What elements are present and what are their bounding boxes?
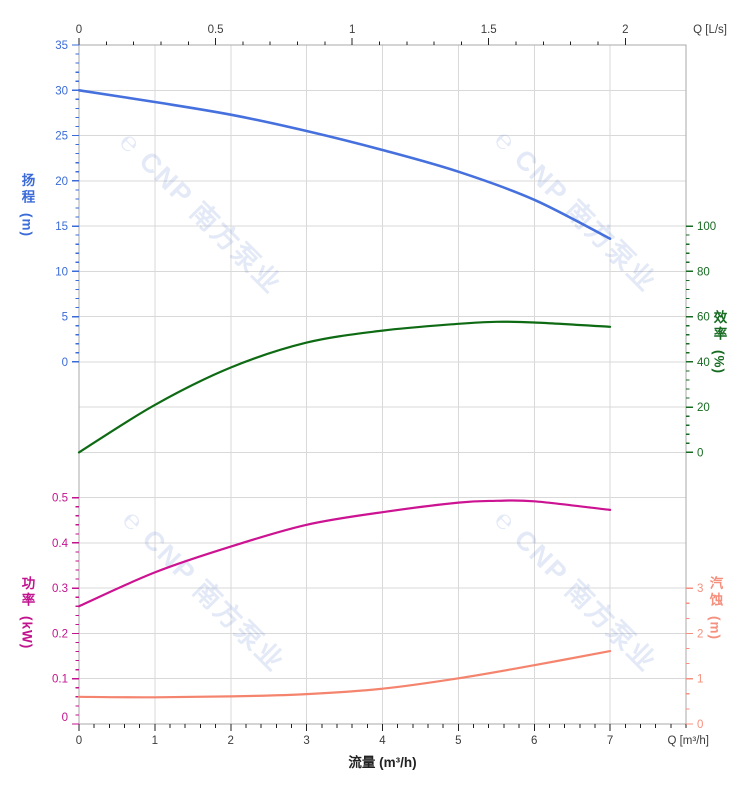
npsh-axis-title-text: 汽蚀 — [707, 576, 723, 609]
bottom-axis-tick-label: 7 — [607, 735, 613, 747]
bottom-axis-tick-label: 3 — [303, 735, 309, 747]
y-axis-efficiency: 100 80 60 40 20 0 — [686, 221, 716, 459]
bottom-axis-unit-label: Q [m³/h] — [667, 735, 709, 747]
efficiency-axis-unit: (%) — [711, 350, 727, 374]
top-axis-unit-label: Q [L/s] — [693, 24, 727, 36]
top-axis-tick-label: 1.5 — [481, 24, 497, 36]
head-curve — [77, 89, 612, 240]
y-axis-efficiency-tick-label: 40 — [697, 357, 710, 369]
y-axis-efficiency-tick-label: 0 — [697, 447, 703, 459]
y-axis-power-tick-label: 0.3 — [52, 583, 68, 595]
bottom-axis-tick-label: 0 — [76, 735, 82, 747]
y-axis-head-tick-label: 10 — [55, 266, 68, 278]
y-axis-npsh-tick-label: 2 — [697, 628, 703, 640]
y-axis-npsh-tick-label: 0 — [697, 719, 703, 731]
watermark-text: ℮ CNP 南方泵业 — [489, 503, 663, 677]
top-axis-tick-label: 2 — [622, 24, 628, 36]
bottom-axis-tick-label: 5 — [455, 735, 461, 747]
bottom-axis-tick-label: 4 — [379, 735, 386, 747]
top-axis-tick-label: 0 — [76, 24, 82, 36]
y-axis-efficiency-tick-label: 80 — [697, 266, 710, 278]
head-axis-unit: (m) — [19, 213, 35, 237]
top-axis-tick-label: 1 — [349, 24, 355, 36]
y-axis-head-tick-label: 25 — [55, 131, 68, 143]
y-axis-efficiency-tick-label: 100 — [697, 221, 716, 233]
y-axis-efficiency-tick-label: 20 — [697, 402, 710, 414]
bottom-axis-tick-label: 6 — [531, 735, 537, 747]
bottom-axis: 0 1 2 3 4 5 6 7 Q [m³/h] — [76, 724, 709, 747]
y-axis-head-tick-label: 0 — [62, 357, 68, 369]
y-axis-power-tick-label: 0 — [62, 712, 68, 724]
flow-axis-title: 流量 (m³/h) — [348, 755, 417, 770]
watermark-layer: ℮ CNP 南方泵业 ℮ CNP 南方泵业℮ CNP 南方泵业 ℮ CNP 南方泵业 — [114, 123, 663, 677]
y-axis-npsh-tick-label: 1 — [697, 674, 703, 686]
npsh-axis-title: 汽蚀 (m) — [707, 576, 723, 640]
efficiency-axis-title: 效率 (%) — [711, 310, 727, 374]
y-axis-head-tick-label: 30 — [55, 85, 68, 97]
power-axis-title-text: 功率 — [19, 576, 35, 609]
y-axis-power: 0.5 0.4 0.3 0.2 0.1 0 — [52, 493, 79, 725]
head-axis-title: 扬程 (m) — [19, 173, 35, 237]
y-axis-power-tick-label: 0.5 — [52, 493, 68, 505]
y-axis-head-tick-label: 35 — [55, 40, 68, 52]
efficiency-axis-title-text: 效率 — [711, 310, 727, 343]
head-axis-title-text: 扬程 — [19, 173, 35, 206]
npsh-curve — [77, 650, 612, 699]
y-axis-power-tick-label: 0.4 — [52, 538, 69, 550]
efficiency-curve — [77, 320, 612, 454]
y-axis-efficiency-tick-label: 60 — [697, 312, 710, 324]
y-axis-head-tick-label: 5 — [62, 312, 68, 324]
top-axis: 0 0.5 1 1.5 2 Q [L/s] — [76, 24, 727, 45]
power-curve — [77, 499, 612, 608]
y-axis-head-tick-label: 20 — [55, 176, 68, 188]
watermark-text: ℮ CNP 南方泵业 — [117, 503, 291, 677]
watermark-text: ℮ CNP 南方泵业 — [114, 125, 288, 299]
bottom-axis-tick-label: 2 — [228, 735, 234, 747]
y-axis-head-tick-label: 15 — [55, 221, 68, 233]
npsh-axis-unit: (m) — [707, 616, 723, 640]
y-axis-power-tick-label: 0.2 — [52, 628, 68, 640]
y-axis-head: 35 30 25 20 15 10 5 0 — [55, 40, 79, 369]
y-axis-npsh-tick-label: 3 — [697, 583, 703, 595]
power-axis-unit: (kW) — [19, 616, 35, 650]
y-axis-power-tick-label: 0.1 — [52, 674, 68, 686]
top-axis-tick-label: 0.5 — [208, 24, 224, 36]
bottom-axis-tick-label: 1 — [152, 735, 158, 747]
power-axis-title: 功率 (kW) — [19, 576, 35, 650]
y-axis-npsh: 3 2 1 0 — [686, 583, 703, 731]
